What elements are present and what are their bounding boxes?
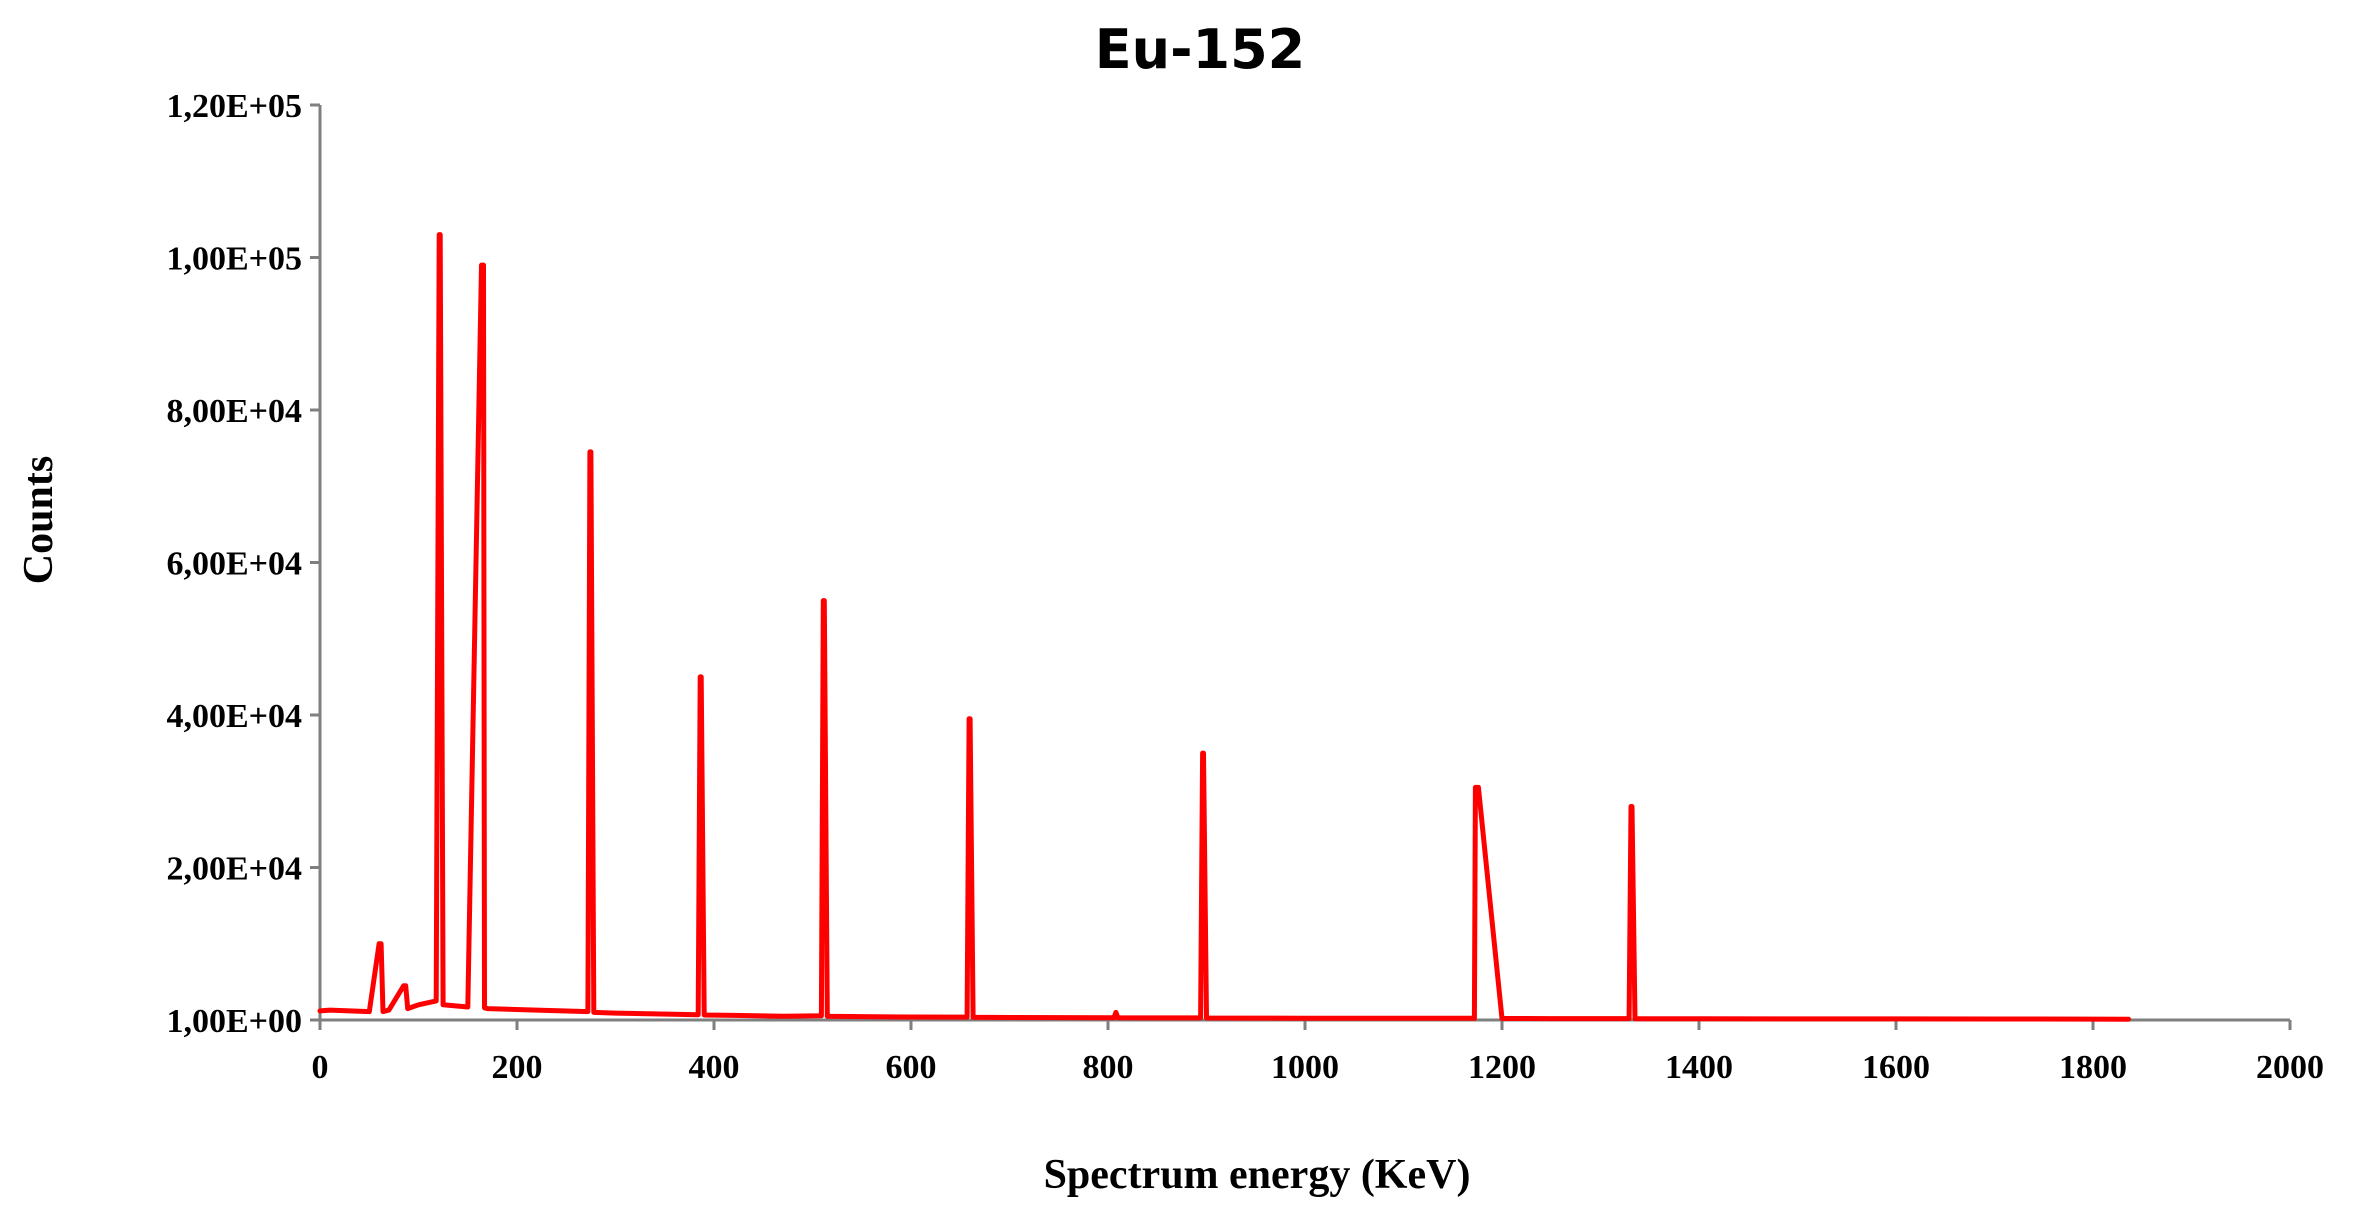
- x-tick-label: 1600: [1862, 1049, 1930, 1086]
- x-tick-label: 600: [886, 1049, 937, 1086]
- x-tick-label: 1000: [1271, 1049, 1339, 1086]
- x-ticks: 0 200 400 600 800 1000 1200 1400 1600 1800 2000: [312, 1020, 2324, 1086]
- y-ticks: 1,00E+00 2,00E+04 4,00E+04 6,00E+04 8,00E+04…: [166, 88, 320, 1040]
- x-tick-label: 200: [492, 1049, 543, 1086]
- chart-title: Eu-152: [1095, 18, 1305, 81]
- x-axis-title: Spectrum energy (KeV): [1044, 1152, 1471, 1198]
- x-tick-label: 1400: [1665, 1049, 1733, 1086]
- y-tick-label: 6,00E+04: [166, 546, 302, 583]
- y-tick-label: 1,20E+05: [166, 88, 302, 125]
- x-tick-label: 1200: [1468, 1049, 1536, 1086]
- y-tick-label: 1,00E+00: [166, 1003, 302, 1040]
- y-tick-label: 2,00E+04: [166, 851, 302, 888]
- y-tick-label: 4,00E+04: [166, 698, 302, 735]
- y-tick-label: 1,00E+05: [166, 241, 302, 278]
- x-tick-label: 1800: [2059, 1049, 2127, 1086]
- x-tick-label: 0: [312, 1049, 329, 1086]
- x-tick-label: 2000: [2256, 1049, 2324, 1086]
- spectrum-series-line: [317, 232, 2131, 1022]
- y-tick-label: 8,00E+04: [166, 393, 302, 430]
- axes: [318, 105, 2290, 1022]
- x-tick-label: 400: [689, 1049, 740, 1086]
- x-tick-label: 800: [1083, 1049, 1134, 1086]
- y-axis-title: Counts: [16, 456, 62, 584]
